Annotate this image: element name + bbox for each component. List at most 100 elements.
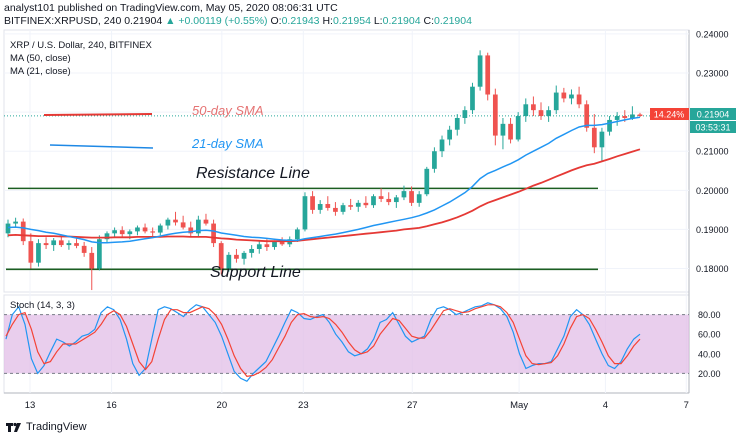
stoch-band-fill — [4, 314, 689, 374]
candle-body — [51, 240, 57, 246]
stoch-title: Stoch (14, 3, 3) — [10, 300, 75, 311]
sma50-key-line — [43, 113, 153, 116]
stoch-lines — [5, 302, 641, 382]
candle-body — [180, 222, 186, 228]
candle-body — [264, 244, 270, 248]
time-tick-label: 27 — [407, 400, 418, 411]
resistance-annotation: Resistance Line — [196, 165, 310, 182]
candle-body — [515, 116, 521, 140]
stoch-d-line — [5, 304, 641, 377]
candle-body — [393, 197, 399, 203]
candle-body — [104, 233, 110, 240]
candle-body — [492, 94, 498, 136]
candle-body — [302, 196, 308, 230]
l-value: 0.21904 — [382, 15, 421, 27]
candle-body — [196, 219, 201, 234]
price-tick-label: 0.18000 — [696, 264, 729, 274]
published-line: analyst101 published on TradingView.com,… — [4, 2, 338, 14]
candle-body — [317, 204, 323, 210]
change-value: ▲ +0.00119 (+0.55%) — [165, 15, 268, 27]
countdown-label: 03:53:31 — [695, 123, 730, 133]
candle-body — [234, 254, 239, 259]
price-axis-ticks[interactable]: 0.240000.230000.220000.210000.200000.190… — [696, 29, 729, 378]
countdown-badge — [690, 121, 736, 133]
price-tick-label: 0.21000 — [696, 147, 729, 157]
candle-body — [607, 119, 612, 132]
candle-body — [165, 219, 171, 226]
candle-body — [569, 94, 574, 99]
candle-body — [630, 114, 635, 118]
candle-body — [89, 252, 95, 269]
candle-body — [150, 231, 156, 233]
candle-body — [66, 243, 72, 246]
candle-body — [454, 117, 460, 130]
price-tick-label: 0.19000 — [696, 225, 729, 235]
candle-body — [211, 223, 216, 244]
time-tick-label: 23 — [298, 400, 309, 411]
candle-body — [279, 241, 285, 245]
candle-body — [127, 231, 133, 235]
sma21-annotation: 21-day SMA — [191, 136, 264, 151]
candle-body — [462, 110, 468, 118]
candle-body — [348, 205, 354, 207]
candle-body — [20, 221, 26, 242]
last-price: 0.21904 — [124, 15, 163, 27]
o-value: 0.21943 — [281, 15, 320, 27]
candle-body — [28, 241, 34, 263]
price-pane — [3, 29, 690, 293]
c-value: 0.21904 — [434, 15, 472, 27]
last-price-label: 0.21904 — [697, 110, 730, 120]
candle-body — [325, 204, 331, 208]
candle-body — [500, 123, 506, 136]
candle-body — [355, 202, 361, 207]
candle-body — [485, 55, 491, 95]
candle-body — [576, 94, 582, 105]
candle-body — [561, 92, 567, 99]
last-price-badge — [690, 108, 736, 120]
support-annotation: Support Line — [210, 264, 301, 281]
time-tick-label: May — [510, 400, 528, 411]
stoch-band — [4, 314, 689, 374]
candle-body — [470, 86, 475, 111]
symbol-ohlc-line: BITFINEX:XRPUSD, 240 0.21904 ▲ +0.00119 … — [4, 15, 472, 27]
candles[interactable] — [5, 50, 643, 291]
candle-body — [637, 114, 643, 117]
o-label: O: — [270, 15, 282, 27]
candle-body — [477, 55, 483, 87]
candle-body — [371, 196, 376, 206]
candle-body — [409, 191, 414, 203]
candle-body — [112, 230, 117, 234]
candle-body — [58, 240, 64, 246]
legend-ma50: MA (50, close) — [10, 53, 71, 64]
l-label: L: — [373, 15, 383, 27]
time-axis-ticks[interactable]: 13 16 20 23 27 May 4 7 — [25, 400, 689, 411]
time-tick-label: 7 — [684, 400, 689, 411]
symbol-label: BITFINEX:XRPUSD, 240 — [4, 15, 122, 27]
candle-body — [553, 92, 559, 111]
sma50-annotation: 50-day SMA — [192, 103, 264, 118]
price-tick-label: 0.24000 — [696, 29, 729, 39]
stoch-tick-label: 60.00 — [698, 330, 721, 340]
candle-body — [142, 227, 148, 232]
footer-brand[interactable]: TradingView — [6, 421, 87, 433]
tradingview-logo-icon — [6, 422, 21, 432]
candle-body — [333, 207, 338, 212]
candle-body — [203, 219, 209, 224]
time-tick-label: 16 — [106, 400, 117, 411]
candle-body — [401, 191, 407, 198]
legend-symbol: XRP / U.S. Dollar, 240, BITFINEX — [10, 40, 153, 51]
candle-body — [439, 139, 445, 152]
sma21-line — [7, 116, 641, 244]
candle-body — [599, 131, 605, 148]
candle-body — [188, 227, 194, 234]
price-tick-label: 0.23000 — [696, 69, 729, 79]
candle-body — [294, 229, 300, 240]
candle-body — [424, 168, 430, 195]
candle-body — [173, 219, 178, 223]
time-tick-label: 13 — [25, 400, 36, 411]
candle-body — [546, 110, 551, 117]
candle-body — [584, 104, 590, 128]
candle-body — [363, 202, 369, 206]
candle-body — [523, 104, 529, 117]
